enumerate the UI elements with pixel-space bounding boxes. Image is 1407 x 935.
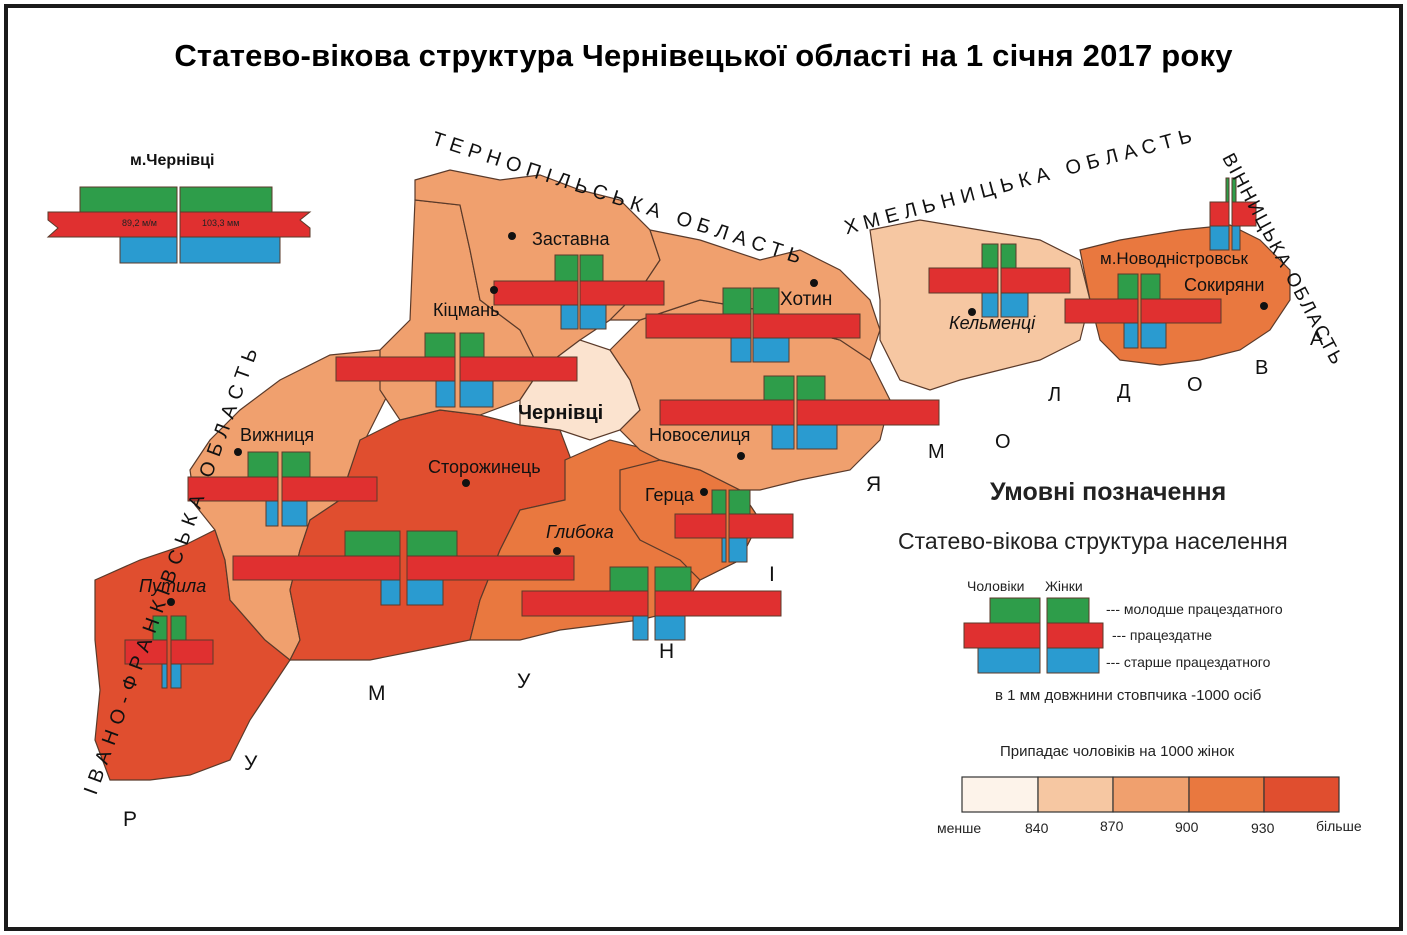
label-novodnistrovsk[interactable]: м.Новодністровськ <box>1100 249 1248 268</box>
inset-women-value: 103,3 мм <box>202 218 240 228</box>
legend-young: --- молодше працездатного <box>1106 601 1283 617</box>
label-vyzhnytsia[interactable]: Вижниця <box>240 425 315 445</box>
city-dots <box>167 232 1268 606</box>
label-novoselytsia[interactable]: Новоселиця <box>649 425 751 445</box>
romania-letter-6: І <box>769 563 775 586</box>
legend-heading: Умовні позначення <box>990 478 1227 506</box>
legend-women-label: Жінки <box>1045 578 1083 594</box>
ratio-scale <box>961 776 1340 813</box>
moldova-letter-3: Л <box>1048 384 1062 406</box>
romania-letter-2: У <box>244 752 258 775</box>
map-title: Статево-вікова структура Чернівецької об… <box>174 38 1233 73</box>
cartogram-bars <box>124 177 1257 689</box>
ratio-label-less: менше <box>937 820 982 836</box>
moldova-letter-1: М <box>928 441 945 463</box>
moldova-letter-5: О <box>1187 374 1203 396</box>
label-khotyn[interactable]: Хотин <box>780 289 833 310</box>
moldova-letter-7: А <box>1310 328 1324 350</box>
label-putyla[interactable]: Путила <box>139 576 207 596</box>
label-zastavna[interactable]: Заставна <box>532 229 610 249</box>
romania-letter-4: У <box>517 670 531 693</box>
ratio-label-900: 900 <box>1175 819 1199 835</box>
ratio-label-840: 840 <box>1025 820 1049 836</box>
ratio-label-870: 870 <box>1100 818 1124 834</box>
label-kelmentsi[interactable]: Кельменці <box>949 313 1036 333</box>
moldova-letter-2: О <box>995 431 1011 453</box>
ratio-label-more: більше <box>1316 818 1362 834</box>
district-kelmentsi[interactable] <box>869 219 1091 391</box>
label-kitsman[interactable]: Кіцмань <box>433 300 500 320</box>
label-hlyboka[interactable]: Глибока <box>546 522 614 542</box>
legend-working: --- працездатне <box>1112 627 1213 643</box>
moldova-letter-4: Д <box>1117 381 1131 403</box>
legend-scale-note: в 1 мм довжнини стовпчика -1000 осіб <box>995 687 1262 704</box>
inset-men-value: 89,2 м/м <box>122 218 157 228</box>
label-chernivtsi[interactable]: Чернівці <box>518 402 604 424</box>
inset-city-label: м.Чернівці <box>130 152 215 169</box>
label-storozhynets[interactable]: Сторожинець <box>428 457 541 477</box>
romania-letter-7: Я <box>866 473 882 496</box>
ratio-label-930: 930 <box>1251 820 1275 836</box>
romania-letter-1: Р <box>123 808 138 831</box>
romania-letter-5: Н <box>659 640 675 663</box>
legend-ratio-title: Припадає чоловіків на 1000 жінок <box>1000 743 1235 760</box>
moldova-letter-6: В <box>1255 357 1269 379</box>
legend-subheading: Статево-вікова структура населення <box>898 528 1288 554</box>
label-hertsa[interactable]: Герца <box>645 485 694 505</box>
chernivtsi-inset-bar <box>46 186 312 264</box>
label-sokyriany[interactable]: Сокиряни <box>1184 275 1265 295</box>
romania-letter-3: М <box>368 682 386 705</box>
legend-old: --- старше працездатного <box>1106 654 1271 670</box>
legend-pyramid <box>963 597 1104 674</box>
legend-men-label: Чоловіки <box>967 578 1025 594</box>
